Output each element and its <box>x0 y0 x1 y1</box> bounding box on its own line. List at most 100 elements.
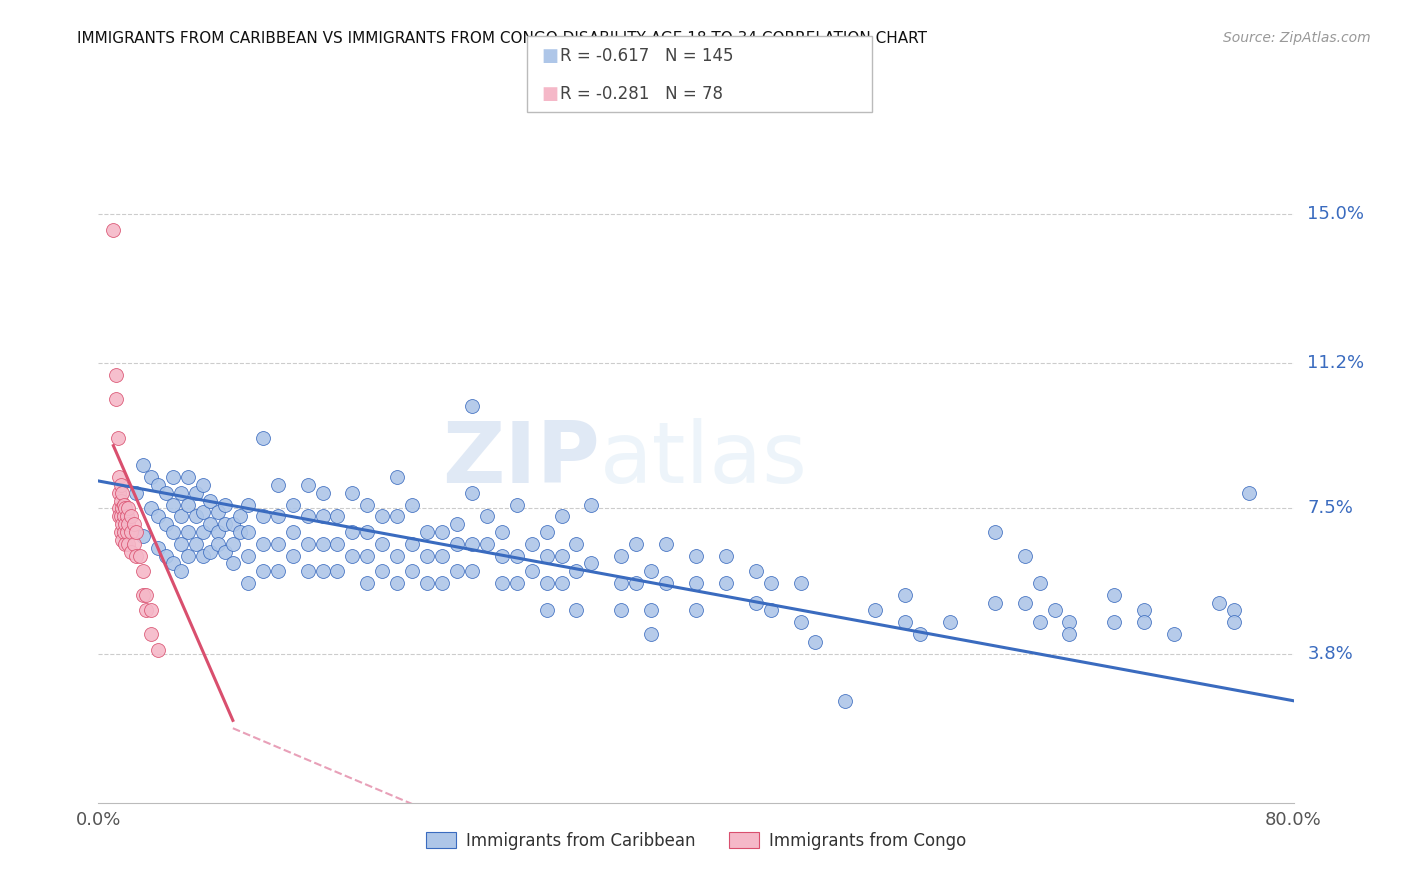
Point <box>117 513 139 527</box>
Point <box>207 524 229 539</box>
Point <box>342 549 364 563</box>
Point <box>1133 615 1156 630</box>
Point <box>114 501 136 516</box>
Point <box>506 549 529 563</box>
Point <box>112 524 135 539</box>
Point <box>685 576 707 591</box>
Point <box>865 603 887 617</box>
Point <box>252 537 274 551</box>
Point <box>267 478 290 492</box>
Point <box>267 537 290 551</box>
Point <box>105 392 128 406</box>
Point <box>446 564 468 578</box>
Text: R = -0.281   N = 78: R = -0.281 N = 78 <box>560 85 723 103</box>
Point <box>110 509 132 524</box>
Point <box>297 478 319 492</box>
Point <box>536 549 558 563</box>
Point <box>177 470 200 484</box>
Point <box>745 564 768 578</box>
Point <box>139 603 162 617</box>
Point <box>162 498 184 512</box>
Point <box>475 509 498 524</box>
Point <box>214 498 236 512</box>
Point <box>115 509 138 524</box>
Point <box>326 537 349 551</box>
Point <box>110 524 132 539</box>
Point <box>626 537 648 551</box>
Point <box>430 549 453 563</box>
Point <box>984 596 1007 610</box>
Point <box>581 557 603 571</box>
Point <box>311 537 333 551</box>
Point <box>342 524 364 539</box>
Point <box>430 524 453 539</box>
Point <box>356 576 378 591</box>
Point <box>536 576 558 591</box>
Point <box>640 564 662 578</box>
Point <box>108 501 131 516</box>
Point <box>117 537 139 551</box>
Point <box>491 576 513 591</box>
Point <box>610 576 633 591</box>
Point <box>107 431 129 445</box>
Point <box>252 564 274 578</box>
Point <box>191 549 214 563</box>
Point <box>430 576 453 591</box>
Point <box>550 576 572 591</box>
Point <box>759 576 782 591</box>
Point <box>135 603 157 617</box>
Point <box>252 431 274 445</box>
Point <box>191 505 214 519</box>
Point <box>416 576 439 591</box>
Point <box>401 498 423 512</box>
Point <box>640 603 662 617</box>
Point <box>520 564 543 578</box>
Point <box>1104 615 1126 630</box>
Point <box>1028 576 1050 591</box>
Point <box>1059 615 1081 630</box>
Point <box>148 541 170 555</box>
Point <box>1163 627 1185 641</box>
Point <box>222 557 245 571</box>
Point <box>155 549 177 563</box>
Text: 7.5%: 7.5% <box>1308 500 1354 517</box>
Point <box>356 498 378 512</box>
Point <box>371 564 394 578</box>
Point <box>191 524 214 539</box>
Point <box>446 537 468 551</box>
Point <box>200 517 222 532</box>
Point <box>536 603 558 617</box>
Point <box>385 509 409 524</box>
Point <box>120 544 142 558</box>
Point <box>326 564 349 578</box>
Point <box>155 485 177 500</box>
Point <box>132 564 155 578</box>
Point <box>110 478 132 492</box>
Point <box>520 537 543 551</box>
Point <box>139 501 162 516</box>
Text: 3.8%: 3.8% <box>1308 645 1353 663</box>
Point <box>1208 596 1230 610</box>
Point <box>132 588 155 602</box>
Point <box>401 537 423 551</box>
Point <box>356 549 378 563</box>
Point <box>236 524 259 539</box>
Point <box>125 524 148 539</box>
Point <box>207 537 229 551</box>
Point <box>385 576 409 591</box>
Point <box>129 549 152 563</box>
Point <box>894 588 917 602</box>
Point <box>184 485 207 500</box>
Point <box>685 603 707 617</box>
Point <box>297 564 319 578</box>
Point <box>939 615 962 630</box>
Point <box>685 549 707 563</box>
Point <box>281 524 304 539</box>
Point <box>281 549 304 563</box>
Point <box>342 485 364 500</box>
Point <box>461 485 484 500</box>
Point <box>416 524 439 539</box>
Point <box>236 549 259 563</box>
Point <box>124 517 146 532</box>
Point <box>1014 596 1036 610</box>
